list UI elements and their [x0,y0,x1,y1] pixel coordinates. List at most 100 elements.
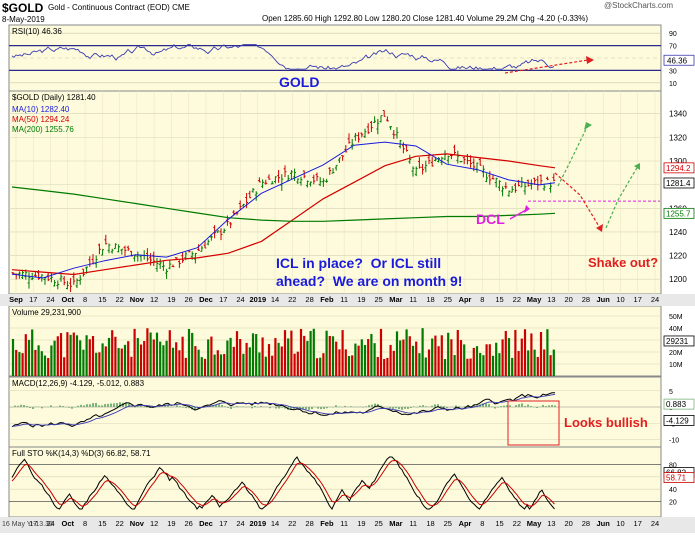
x-tick-label: 13 [547,295,555,304]
x-tick-label: Jun [597,295,611,304]
price-tick-label: 1220 [669,252,687,261]
x-tick-label: 22 [288,295,296,304]
macd-histogram-bar [458,406,460,407]
volume-bar [226,341,228,376]
x-tick-label-bottom: 14 [271,519,279,528]
gold-label: GOLD [279,74,319,90]
volume-bar [495,343,497,376]
macd-histogram-bar [116,403,118,407]
volume-bar [300,329,302,376]
volume-bar [143,341,145,376]
volume-bar [233,347,235,376]
rsi-title: RSI(10) 46.36 [12,27,62,36]
macd-histogram-bar [413,406,415,407]
macd-histogram-bar [515,405,517,407]
macd-tick-label: 5 [669,389,673,396]
x-tick-label-bottom: 10 [616,519,624,528]
x-tick-label: Nov [130,295,145,304]
macd-histogram-bar [260,406,262,407]
macd-histogram-bar [542,405,544,407]
volume-bar [370,334,372,376]
macd-histogram-bar [89,404,91,407]
volume-bar [511,358,513,376]
x-tick-label-bottom: 11 [340,519,348,528]
volume-bar [201,357,203,376]
x-tick-label: Sep [9,295,23,304]
macd-histogram-bar [254,406,256,407]
macd-histogram-bar [86,404,88,407]
volume-bar [386,358,388,376]
x-tick-label-bottom: 22 [513,519,521,528]
macd-histogram-bar [83,405,85,407]
x-tick-label-bottom: 2019 [249,519,266,528]
x-tick-label-bottom: 26 [185,519,193,528]
x-tick-label: 17 [219,295,227,304]
volume-bar [319,358,321,376]
macd-histogram-bar [410,407,412,408]
volume-tick-label: 10M [669,362,683,369]
macd-histogram-bar [503,406,505,407]
volume-bar [118,348,120,376]
volume-tick-label: 20M [669,350,683,357]
volume-bar [508,338,510,376]
macd-histogram-bar [422,405,424,407]
stockcharts-watermark: @StockCharts.com [604,1,673,10]
macd-histogram-bar [77,406,79,407]
volume-bar [146,328,148,376]
volume-bar [82,350,84,376]
dcl-label: DCL [476,211,505,227]
x-tick-label: 22 [513,295,521,304]
volume-bar [502,339,504,376]
macd-histogram-bar [392,407,394,409]
volume-bar [34,350,36,376]
volume-bar [111,330,113,376]
volume-bar [553,350,555,376]
macd-histogram-bar [68,407,70,408]
macd-histogram-bar [323,407,325,409]
macd-histogram-bar [236,406,238,407]
macd-histogram-bar [497,407,499,408]
macd-histogram-bar [80,405,82,407]
x-tick-label-bottom: 13 [547,519,555,528]
x-tick-label: 28 [305,295,313,304]
macd-histogram-bar [32,407,34,409]
volume-bar [191,333,193,376]
macd-histogram-bar [17,406,19,407]
volume-bar [351,355,353,376]
x-tick-label-bottom: Dec [199,519,213,528]
macd-histogram-bar [362,407,364,408]
volume-bar [60,333,62,376]
volume-bar [342,330,344,376]
price-tick-label: 1320 [669,133,687,142]
volume-bar [217,350,219,376]
macd-histogram-bar [350,406,352,407]
volume-bar [466,359,468,376]
volume-bar [28,340,30,376]
volume-bar [415,342,417,376]
volume-bar [236,331,238,376]
volume-bar [492,356,494,376]
volume-bar [44,356,46,376]
macd-histogram-bar [551,405,553,407]
volume-bar [63,357,65,376]
volume-bar [249,347,251,376]
macd-histogram-bar [326,407,328,408]
macd-histogram-bar [404,407,406,409]
macd-histogram-bar [107,404,109,407]
macd-histogram-bar [113,403,115,407]
macd-histogram-bar [146,407,148,408]
x-tick-label: Oct [62,295,75,304]
volume-bar [137,338,139,376]
volume-bar [527,350,529,376]
rsi-level-label: 90 [669,31,677,38]
sto-tick-label: 20 [669,500,677,507]
x-tick-label-bottom: 12 [150,519,158,528]
looks-bullish-label: Looks bullish [564,415,648,430]
volume-bar [268,344,270,376]
x-tick-label: 24 [236,295,244,304]
ma200-legend: MA(200) 1255.76 [12,125,74,134]
x-tick-label-bottom: 24 [651,519,659,528]
x-tick-label-bottom: 17 [219,519,227,528]
volume-bar [287,338,289,376]
macd-histogram-bar [536,407,538,408]
